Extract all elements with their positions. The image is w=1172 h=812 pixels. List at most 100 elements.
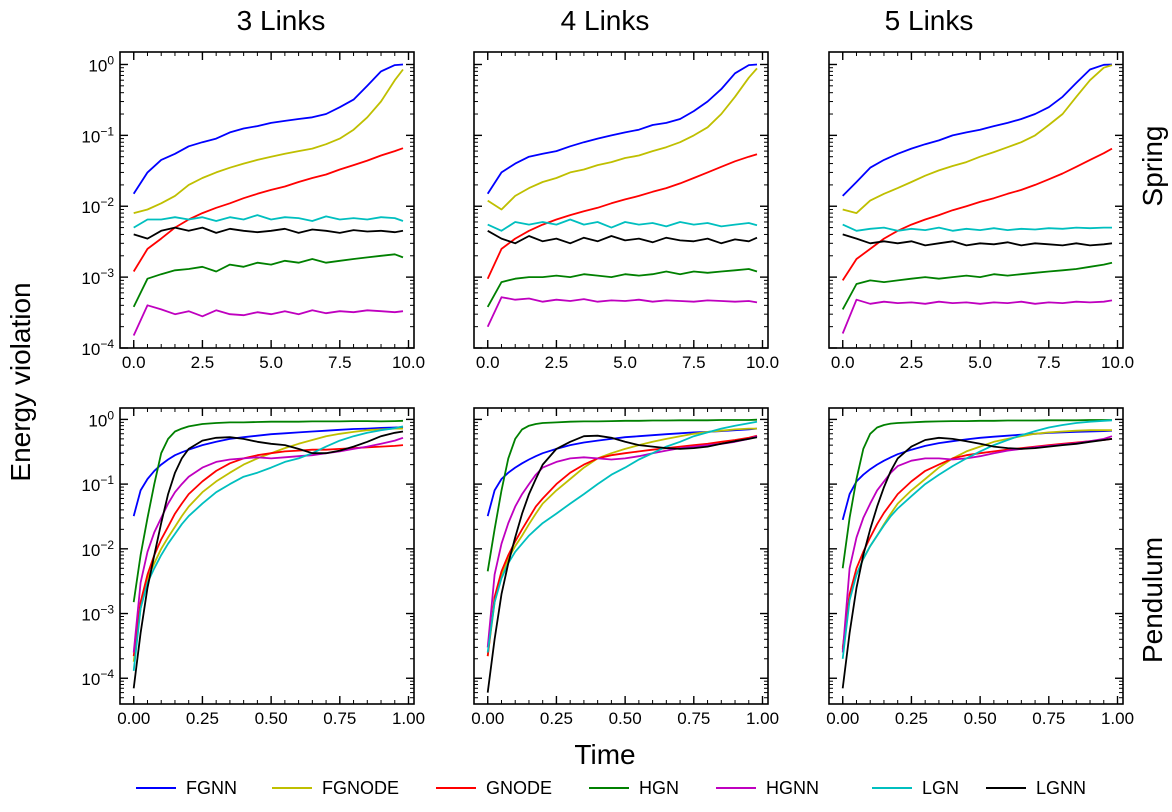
x-tick-label: 0.00 [117, 709, 150, 728]
series-line-fgnn [132, 426, 404, 517]
x-tick-label: 10.0 [392, 353, 425, 372]
y-tick-label: 10−3 [81, 603, 114, 625]
series-line-lgnn [842, 233, 1113, 247]
legend-item-gnode: GNODE [436, 778, 552, 798]
x-tick-label: 0.75 [677, 709, 710, 728]
x-tick-label: 10.0 [746, 353, 779, 372]
legend-item-fgnode: FGNODE [272, 778, 399, 798]
x-tick-label: 0.50 [609, 709, 642, 728]
series-line-lgn [487, 218, 758, 232]
series-line-lgnn [487, 230, 758, 245]
series-line-hgn [486, 418, 758, 572]
legend: FGNN FGNODE GNODE HGN HGNN LGN LGNN [136, 778, 1086, 798]
x-tick-label: 0.0 [831, 353, 855, 372]
axes-frame [828, 407, 1124, 705]
y-tick-label: 10−2 [81, 538, 114, 560]
series-line-lgn [841, 419, 1113, 659]
x-tick-label: 7.5 [328, 353, 352, 372]
series-line-fgnn [842, 63, 1113, 197]
y-tick-label: 100 [88, 408, 114, 430]
series-line-fgnode [841, 429, 1112, 648]
panel-spring-4-links: 0.0 2.5 5.0 7.5 10.0 [473, 51, 779, 372]
series-line-lgnn [486, 434, 758, 693]
series-line-lgnn [132, 430, 404, 689]
x-tick-label: 7.5 [1037, 353, 1061, 372]
y-tick-label: 10−1 [81, 124, 114, 146]
axes-frame [473, 51, 769, 349]
series-line-hgn [486, 268, 758, 308]
series-line-hgnn [486, 296, 758, 328]
x-tick-label: 1.00 [1101, 709, 1134, 728]
series-line-gnode [486, 153, 758, 280]
series-line-gnode [132, 147, 404, 272]
y-tick-label: 10−4 [81, 667, 114, 689]
x-tick-label: 0.0 [476, 353, 500, 372]
series-line-fgnode [486, 427, 757, 657]
legend-label: HGNN [766, 778, 819, 798]
x-tick-label: 0.75 [1032, 709, 1065, 728]
panel-pendulum-4-links: 0.00 0.25 0.50 0.75 1.00 [471, 407, 779, 728]
x-axis-label: Time [574, 739, 635, 770]
x-tick-label: 0.50 [964, 709, 997, 728]
x-tick-label: 5.0 [259, 353, 283, 372]
legend-item-lgnn: LGNN [986, 778, 1086, 798]
series-line-hgnn [841, 435, 1113, 653]
series-line-hgn [132, 253, 404, 308]
series-line-hgn [841, 419, 1112, 569]
panels: 100 10−1 10−2 10−3 10−4 0.0 2.5 5.0 7.5 10.0 0.0 2.… [81, 51, 1134, 728]
panel-pendulum-3-links: 100 10−1 10−2 10−3 10−4 0.00 0.25 0.50 0.75 1.00 [81, 407, 425, 728]
x-tick-label: 0.25 [895, 709, 928, 728]
axes-frame [119, 51, 415, 349]
series-line-lgn [486, 420, 758, 653]
series-line-hgnn [841, 298, 1113, 334]
axes-frame [473, 407, 769, 705]
y-tick-label: 10−4 [81, 337, 114, 359]
y-tick-label: 10−1 [81, 473, 114, 495]
x-tick-label: 0.0 [122, 353, 146, 372]
y-tick-label: 10−3 [81, 266, 114, 288]
series-line-fgnn [486, 63, 758, 195]
series-line-lgn [842, 223, 1112, 232]
series-line-fgnode [842, 64, 1113, 214]
series-line-hgnn [132, 436, 404, 653]
x-tick-label: 2.5 [545, 353, 569, 372]
legend-label: GNODE [486, 778, 552, 798]
x-tick-label: 0.00 [826, 709, 859, 728]
legend-item-lgn: LGN [872, 778, 959, 798]
series-line-fgnode [133, 68, 404, 214]
series-line-hgn [132, 419, 404, 603]
series-line-gnode [841, 147, 1113, 281]
x-tick-label: 1.00 [392, 709, 425, 728]
legend-item-hgn: HGN [589, 778, 679, 798]
x-tick-label: 5.0 [968, 353, 992, 372]
axes-frame [828, 51, 1124, 349]
series-line-hgn [841, 261, 1113, 310]
series-line-fgnn [132, 63, 404, 195]
column-title-3-links: 3 Links [237, 5, 326, 36]
legend-item-fgnn: FGNN [136, 778, 237, 798]
column-title-4-links: 4 Links [561, 5, 650, 36]
x-tick-label: 10.0 [1101, 353, 1134, 372]
series-line-lgn [132, 425, 404, 671]
series-line-fgnode [487, 67, 758, 211]
series-line-hgnn [486, 435, 758, 648]
legend-item-hgnn: HGNN [716, 778, 819, 798]
series-line-fgnode [132, 427, 403, 662]
y-tick-label: 100 [88, 53, 114, 75]
column-title-5-links: 5 Links [885, 5, 974, 36]
series-line-gnode [841, 438, 1113, 650]
panel-pendulum-5-links: 0.00 0.25 0.50 0.75 1.00 [826, 407, 1134, 728]
x-tick-label: 0.25 [540, 709, 573, 728]
x-tick-label: 1.00 [746, 709, 779, 728]
legend-label: FGNODE [322, 778, 399, 798]
x-tick-label: 0.00 [471, 709, 504, 728]
row-label-spring: Spring [1137, 126, 1168, 207]
x-tick-label: 2.5 [191, 353, 215, 372]
legend-label: LGNN [1036, 778, 1086, 798]
series-line-lgnn [841, 436, 1113, 689]
x-tick-label: 0.50 [255, 709, 288, 728]
x-tick-label: 5.0 [613, 353, 637, 372]
x-tick-label: 2.5 [900, 353, 924, 372]
panel-spring-3-links: 100 10−1 10−2 10−3 10−4 0.0 2.5 5.0 7.5 10.0 [81, 51, 425, 372]
